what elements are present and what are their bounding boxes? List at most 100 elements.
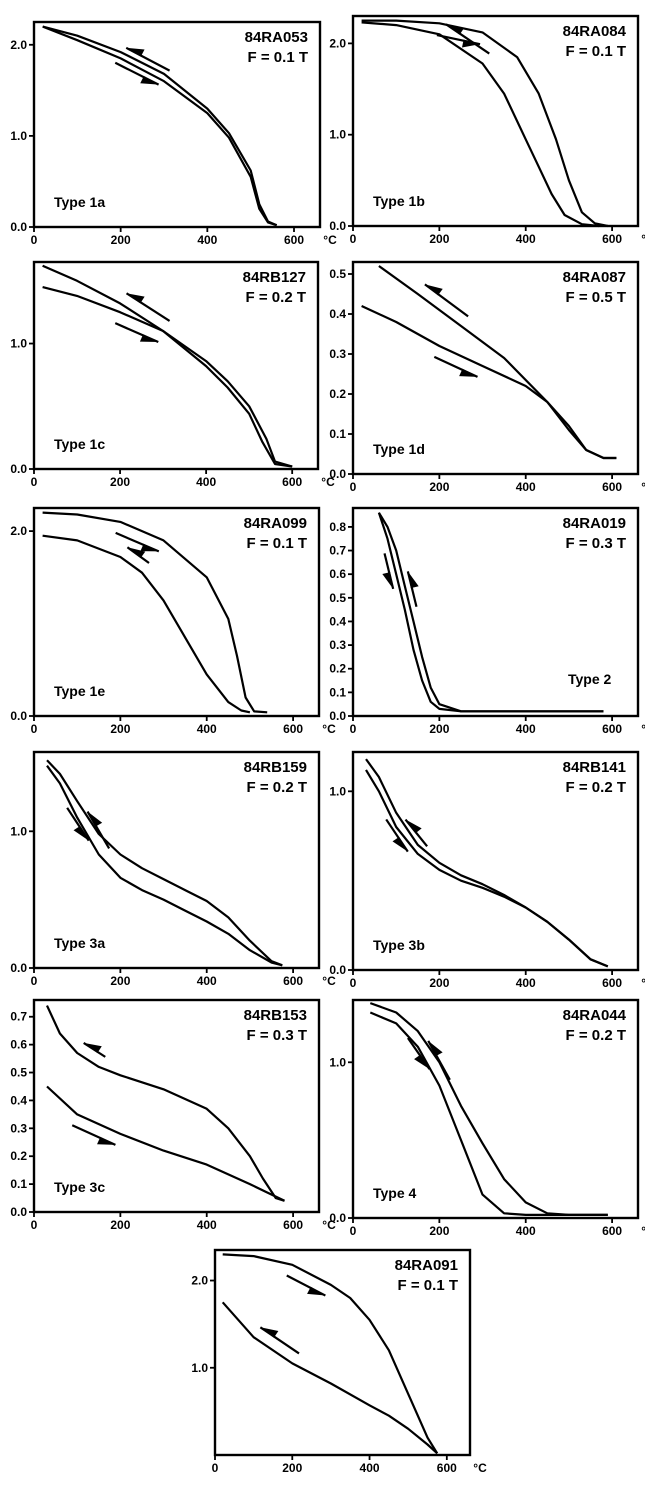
type-label: Type 2 [568,671,612,687]
y-tick-label: 1.0 [10,824,27,838]
direction-arrow-head [414,1054,430,1070]
panel-frame [351,506,640,718]
y-tick-label: 1.0 [329,128,346,142]
heating-curve [42,286,293,468]
x-tick-label: 200 [429,232,449,246]
sample-id-label: 84RB127 [243,269,306,286]
y-tick-label: 0.0 [329,219,346,233]
panel-10: 0 200 400 600 °C 0.0 1.0 84RA044 F = 0.2 T Type 4 [329,998,645,1238]
direction-arrow-head [307,1286,326,1296]
y-tick-label: 0.0 [329,1211,346,1225]
field-strength-label: F = 0.2 T [566,779,626,796]
sample-id-label: 84RA091 [395,1257,458,1274]
x-tick-label: 600 [284,233,304,247]
x-tick-label: 400 [516,480,536,494]
field-strength-label: F = 0.3 T [566,535,626,552]
x-tick-label: 400 [516,976,536,990]
x-tick-label: 200 [111,233,131,247]
y-tick-label: 0.7 [10,1010,27,1024]
x-unit-label: °C [641,232,645,246]
x-tick-label: 400 [197,1218,217,1232]
sample-id-label: 84RB153 [244,1007,307,1024]
x-tick-label: 400 [197,974,217,988]
direction-arrow-head [140,543,159,552]
direction-arrow-head [73,825,89,841]
direction-arrow-head [126,47,145,57]
x-tick-label: 200 [110,974,130,988]
y-tick-label: 0.1 [10,1177,27,1191]
direction-arrow-head [139,334,159,342]
x-tick-label: 600 [602,722,622,736]
panel-frame [32,260,320,471]
x-tick-label: 400 [196,475,216,489]
x-tick-label: 0 [31,233,38,247]
x-tick-label: 400 [197,233,217,247]
x-tick-label: 200 [429,722,449,736]
y-tick-label: 0.2 [329,387,346,401]
y-tick-label: 0.0 [10,1205,27,1219]
x-tick-label: 200 [282,1461,302,1475]
y-tick-label: 0.0 [10,220,27,234]
x-unit-label: °C [641,480,645,494]
type-label: Type 3a [54,935,105,951]
x-tick-label: 400 [516,232,536,246]
type-label: Type 1d [373,441,425,457]
y-tick-label: 0.2 [10,1149,27,1163]
panel-frame [351,750,640,972]
y-tick-label: 1.0 [329,784,346,798]
direction-arrow-head [87,811,103,827]
type-label: Type 3b [373,937,425,953]
cooling-curve [46,765,283,967]
x-tick-label: 0 [31,475,38,489]
field-strength-label: F = 0.2 T [246,289,306,306]
cooling-curve [221,1301,438,1455]
type-label: Type 1b [373,193,425,209]
x-tick-label: 600 [283,974,303,988]
panel-frame [32,20,322,229]
x-tick-label: 200 [110,722,130,736]
x-tick-label: 600 [283,722,303,736]
y-tick-label: 0.4 [10,1093,27,1107]
x-tick-label: 400 [360,1461,380,1475]
direction-arrow-head [407,571,419,589]
y-tick-label: 0.3 [329,638,346,652]
x-unit-label: °C [641,976,645,990]
y-tick-label: 1.0 [10,129,27,143]
x-tick-label: 600 [602,976,622,990]
sample-id-label: 84RB141 [563,759,626,776]
x-tick-label: 600 [602,1224,622,1238]
x-tick-label: 0 [31,974,38,988]
y-tick-label: 0.1 [329,427,346,441]
y-tick-label: 0.1 [329,685,346,699]
x-unit-label: °C [321,475,335,489]
type-label: Type 1a [54,194,105,210]
x-tick-label: 200 [429,480,449,494]
type-label: Type 1e [54,683,105,699]
x-unit-label: °C [473,1461,487,1475]
type-label: Type 1c [54,436,105,452]
y-tick-label: 0.5 [10,1066,27,1080]
cooling-curve [361,21,600,228]
x-tick-label: 600 [602,232,622,246]
direction-arrow-head [126,293,145,304]
cooling-curve [378,265,617,460]
x-tick-label: 600 [437,1461,457,1475]
x-tick-label: 600 [283,1218,303,1232]
panel-9: 0 200 400 600 °C 0.0 0.1 0.2 0.3 0.4 0.5 0.6 0.7 84RB… [10,998,336,1232]
direction-arrow-head [461,39,481,48]
panel-2: 0 200 400 600 °C 0.0 1.0 2.0 84RA084 F = 0.1 T Typ… [329,14,645,246]
cooling-curve [369,1011,608,1216]
x-tick-label: 200 [110,475,130,489]
panel-frame [351,260,640,476]
direction-arrow-head [127,547,146,559]
x-tick-label: 400 [516,722,536,736]
x-tick-label: 0 [31,722,38,736]
y-tick-label: 2.0 [10,524,27,538]
field-strength-label: F = 0.5 T [566,289,626,306]
x-tick-label: 0 [350,1224,357,1238]
x-tick-label: 0 [350,480,357,494]
field-strength-label: F = 0.2 T [566,1027,626,1044]
direction-arrow-head [83,1042,102,1054]
y-tick-label: 0.0 [329,467,346,481]
